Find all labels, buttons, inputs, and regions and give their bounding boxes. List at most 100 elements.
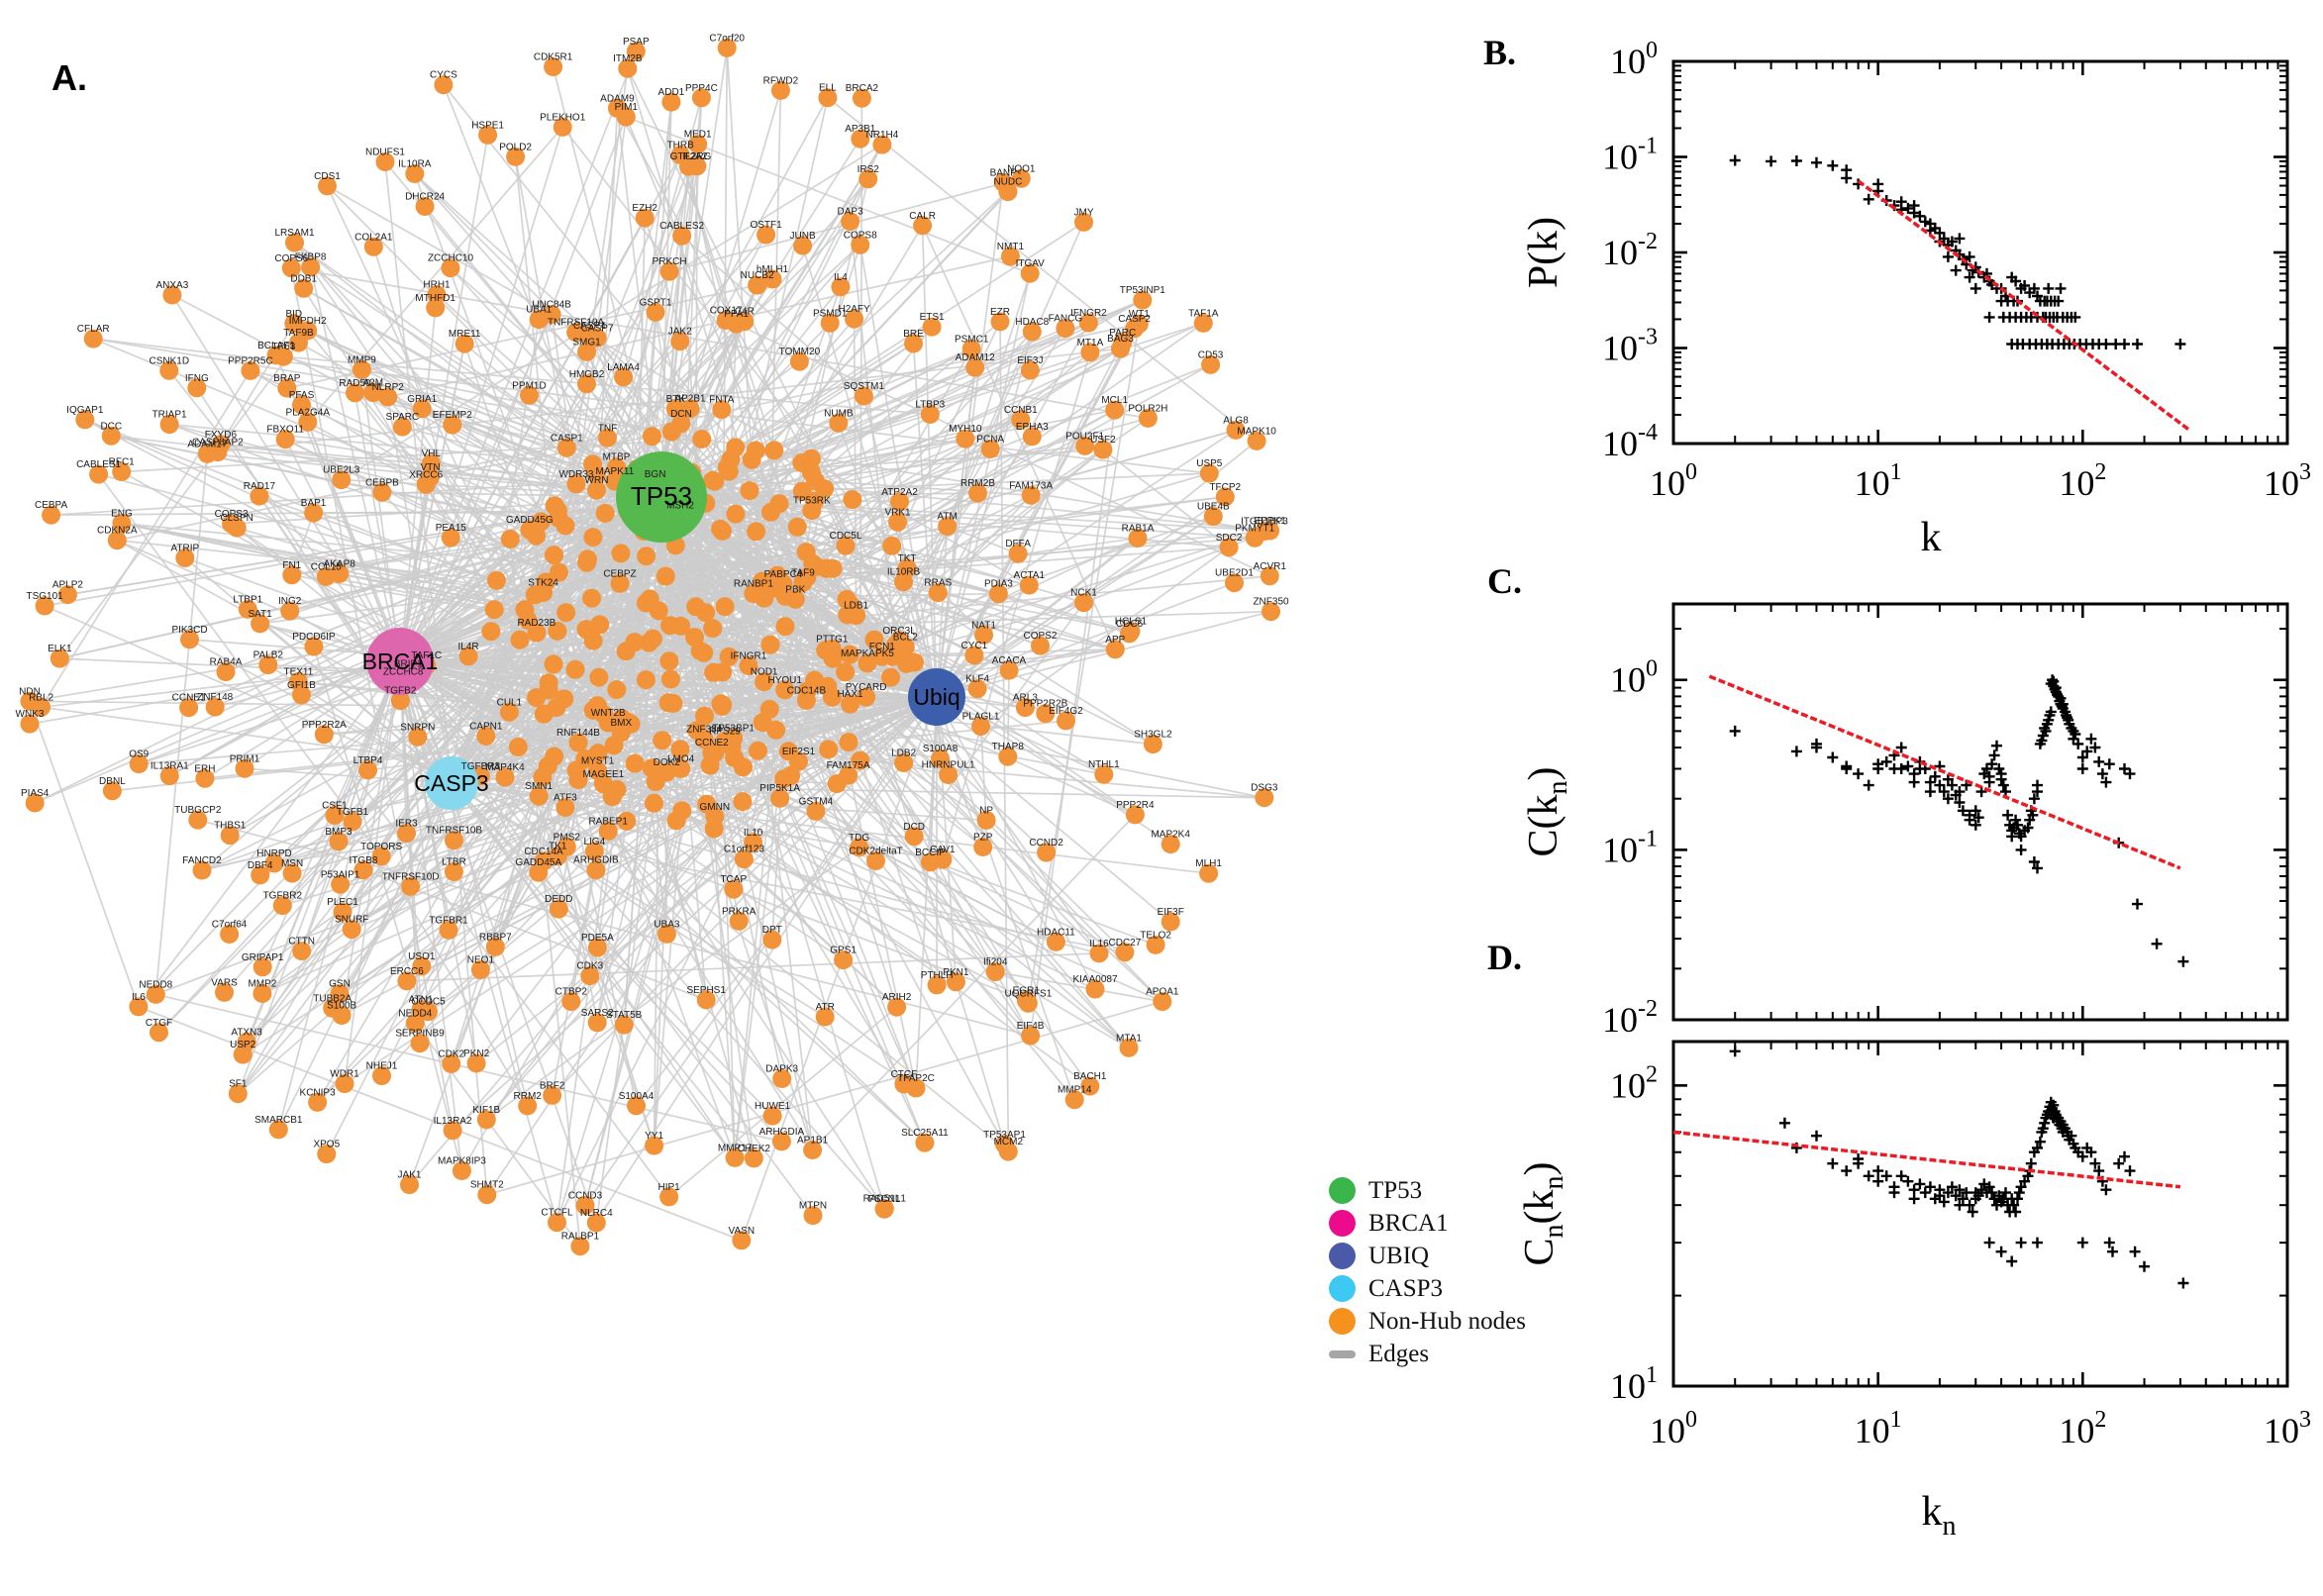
node-label: HCLS1 xyxy=(1115,617,1148,628)
network-node xyxy=(998,747,1018,766)
network-node xyxy=(717,38,737,57)
network-node xyxy=(688,135,708,154)
network-node xyxy=(666,811,686,831)
node-label: GRIA1 xyxy=(407,394,437,405)
node-label: TP53AP1 xyxy=(983,1130,1026,1141)
node-label: FNTA xyxy=(709,395,735,406)
node-label: VARS xyxy=(211,977,238,988)
network-node xyxy=(584,842,604,861)
node-label: PKMYT1 xyxy=(1235,523,1274,534)
node-label: CTGF xyxy=(146,1018,172,1029)
network-node xyxy=(549,501,567,521)
network-node xyxy=(858,653,877,673)
network-node xyxy=(101,426,121,446)
node-label: NUMB xyxy=(824,408,854,419)
network-node xyxy=(288,672,308,691)
network-node xyxy=(1125,805,1145,825)
nonhub-swatch-icon xyxy=(1329,1308,1356,1335)
network-node xyxy=(577,374,596,394)
axis-tick-label: 10-4 xyxy=(1602,420,1658,463)
network-node xyxy=(586,860,606,880)
network-node xyxy=(252,957,272,977)
node-label: PPP2R2A xyxy=(302,720,347,731)
node-label: GFI1B xyxy=(287,680,316,691)
network-node xyxy=(470,960,490,979)
network-node xyxy=(744,1148,763,1168)
network-node xyxy=(421,453,441,473)
network-node xyxy=(304,503,324,523)
network-node xyxy=(1008,544,1028,563)
network-node xyxy=(1011,168,1031,188)
network-node xyxy=(904,827,924,847)
node-label: ADAM9 xyxy=(600,93,635,104)
network-node xyxy=(484,600,504,620)
network-node xyxy=(250,486,269,506)
network-node xyxy=(988,584,1008,604)
network-node xyxy=(990,312,1010,332)
network-node xyxy=(1022,322,1042,342)
node-label: PDCD6IP xyxy=(292,632,336,643)
node-label: LTBP3 xyxy=(915,400,945,411)
network-node xyxy=(642,758,661,778)
node-label: CASP1 xyxy=(551,433,583,444)
network-node xyxy=(325,806,345,825)
network-node xyxy=(711,519,731,539)
network-node xyxy=(548,1213,566,1233)
node-label: C1orf123 xyxy=(724,845,765,855)
node-label: THBS1 xyxy=(214,821,247,832)
network-node xyxy=(915,1133,935,1152)
legend-item-brca1: BRCA1 xyxy=(1329,1207,1526,1240)
network-node xyxy=(775,680,795,700)
network-node xyxy=(282,565,302,585)
network-node xyxy=(527,526,546,546)
scatter-points xyxy=(1729,154,2186,349)
network-node xyxy=(553,117,572,137)
node-label: ARHGDIA xyxy=(759,1127,805,1138)
node-label: NDUFS1 xyxy=(365,148,405,158)
network-node xyxy=(713,662,733,682)
network-node xyxy=(1121,622,1141,642)
network-node xyxy=(258,655,278,675)
network-node xyxy=(1019,575,1039,595)
network-node xyxy=(740,481,759,501)
network-node xyxy=(301,257,321,277)
legend-item-casp3: CASP3 xyxy=(1329,1272,1526,1305)
network-node xyxy=(539,673,558,693)
node-label: MMP2 xyxy=(248,979,276,990)
node-label: HIP1 xyxy=(657,1182,680,1193)
node-label: RAB1A xyxy=(1122,524,1155,535)
node-label: MSH2 xyxy=(666,500,694,511)
node-label: KIF1B xyxy=(472,1105,500,1116)
network-node xyxy=(510,630,530,649)
network-node xyxy=(787,517,807,537)
network-node xyxy=(112,514,132,534)
network-node xyxy=(390,691,410,711)
node-label: CCND3 xyxy=(568,1191,603,1202)
network-node xyxy=(237,1032,256,1051)
network-node xyxy=(806,556,826,576)
node-label: ITGAV xyxy=(1016,258,1046,269)
network-node xyxy=(57,585,77,605)
network-node xyxy=(434,75,454,95)
node-label: RAB4A xyxy=(210,657,243,668)
axis-tick-label: 10-1 xyxy=(1602,134,1658,177)
node-label: EPHA3 xyxy=(1016,422,1049,433)
node-label: UBE2D1 xyxy=(1215,568,1254,579)
node-label: ACVR1 xyxy=(1254,561,1287,572)
node-label: HUWE1 xyxy=(755,1101,791,1112)
network-node xyxy=(643,427,661,447)
network-node xyxy=(495,767,515,787)
network-node xyxy=(192,860,212,880)
node-label: MT1A xyxy=(1077,338,1104,349)
network-node xyxy=(587,480,606,500)
node-label: IL16 xyxy=(1089,939,1109,949)
node-label: JUNB xyxy=(790,231,816,242)
node-label: NTHL1 xyxy=(1088,759,1120,770)
network-node xyxy=(696,603,716,623)
node-label: GSTM4 xyxy=(799,796,834,807)
network-node xyxy=(1105,640,1125,659)
node-label: SEPHS1 xyxy=(686,985,726,996)
network-node xyxy=(268,1120,288,1140)
network-node xyxy=(570,1237,590,1256)
node-label: NUDC xyxy=(993,177,1022,188)
